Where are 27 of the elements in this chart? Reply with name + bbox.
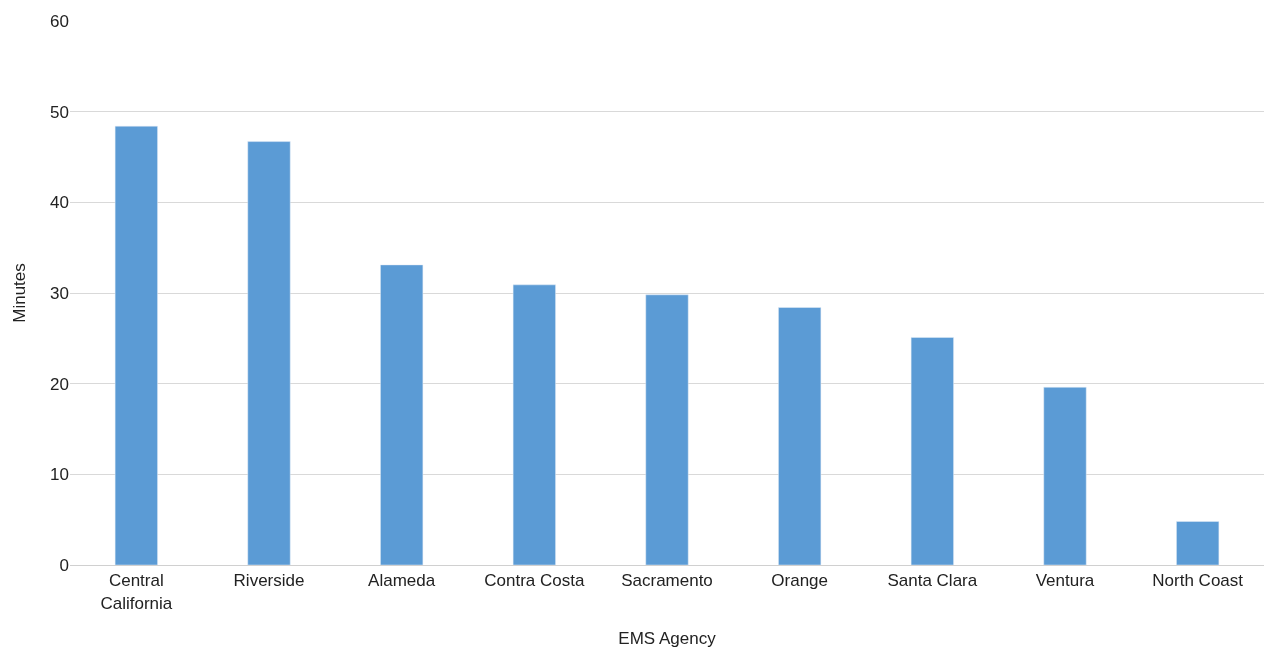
x-tick-label: North Coast [1152, 571, 1244, 591]
x-tick-label: Central California [100, 571, 173, 613]
x-tick-label: Alameda [368, 571, 436, 591]
bar [247, 141, 291, 565]
x-tick-label: Riverside [233, 571, 305, 591]
x-tick-label: Contra Costa [484, 571, 585, 591]
bar [1043, 387, 1087, 565]
y-tick-label: 20 [50, 374, 69, 394]
y-tick-label: 50 [50, 102, 69, 122]
x-tick-label: Orange [771, 571, 829, 591]
bar [1176, 521, 1220, 565]
y-axis-title: Minutes [9, 263, 29, 323]
x-tick-label: Ventura [1035, 571, 1095, 591]
x-tick-label: Sacramento [621, 571, 713, 591]
y-tick-label: 10 [50, 465, 69, 485]
x-axis-title: EMS Agency [618, 628, 717, 648]
y-tick-label: 60 [50, 11, 69, 31]
y-tick-label: 40 [50, 193, 69, 213]
bar [645, 294, 689, 565]
bar [380, 264, 424, 565]
bar [114, 125, 158, 565]
x-tick-label: Santa Clara [887, 571, 978, 591]
bar [778, 307, 822, 565]
bar [910, 337, 954, 565]
y-tick-label: 0 [59, 555, 69, 575]
bar [512, 284, 556, 565]
y-tick-label: 30 [50, 283, 69, 303]
